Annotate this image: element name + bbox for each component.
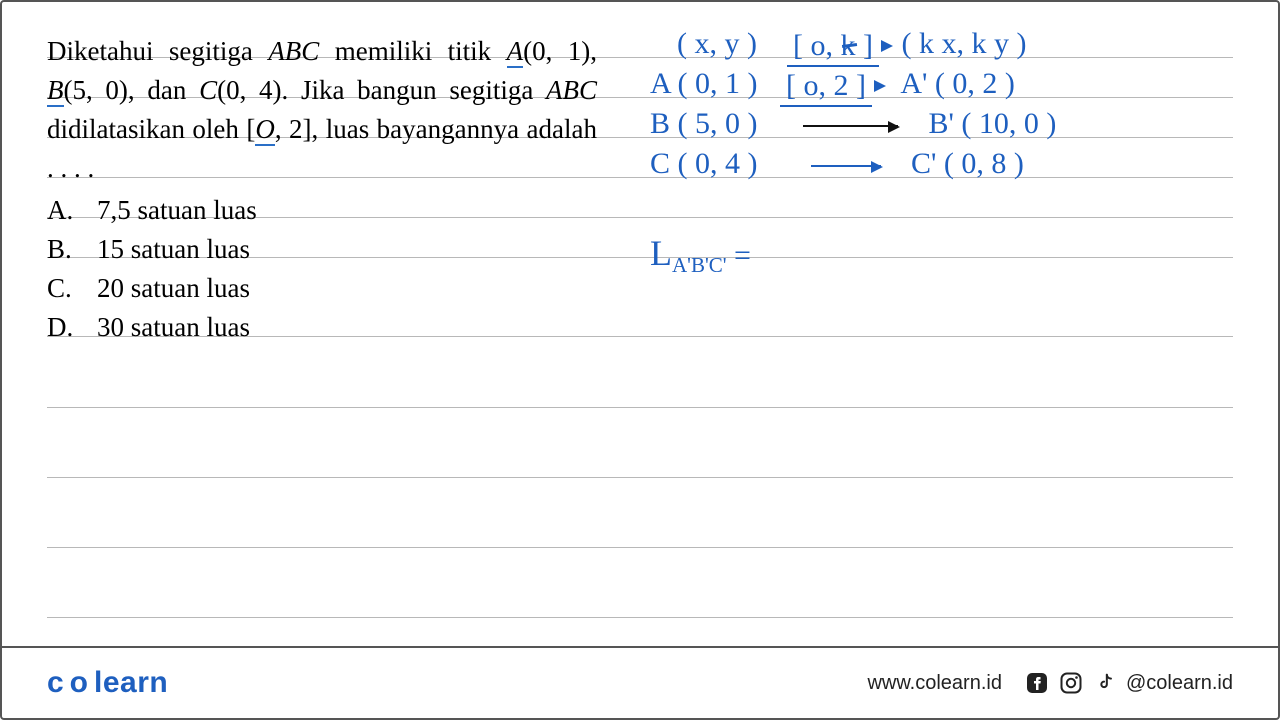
handwriting-row-3: B ( 5, 0 ) B' ( 10, 0 ) xyxy=(650,104,1056,143)
footer-right: www.colearn.id @colearn.id xyxy=(867,670,1233,696)
q-o: O xyxy=(255,114,275,146)
handwriting-row-1: ( x, y ) [ o, k ] ( k x, k y ) xyxy=(677,24,1026,67)
q-text: (0, 4). Jika bangun xyxy=(217,75,437,105)
handwriting-row-4: C ( 0, 4 ) C' ( 0, 8 ) xyxy=(650,144,1024,183)
question-text: Diketahui segitiga ABC memiliki titik A(… xyxy=(47,32,597,189)
option-letter: B. xyxy=(47,230,97,269)
option-text: 30 satuan luas xyxy=(97,308,250,347)
handwriting-row-5: LA'B'C' = xyxy=(650,230,751,279)
footer-handle: @colearn.id xyxy=(1126,672,1233,695)
hw-c: C ( 0, 4 ) xyxy=(650,147,758,180)
q-point-a: A xyxy=(507,36,524,68)
answer-options: A. 7,5 satuan luas B. 15 satuan luas C. … xyxy=(47,191,1233,348)
option-text: 20 satuan luas xyxy=(97,269,250,308)
rule-line xyxy=(47,477,1233,478)
logo-co: co xyxy=(47,666,94,699)
q-text: Diketahui segitiga xyxy=(47,36,268,66)
instagram-icon xyxy=(1058,670,1084,696)
hw-xy: ( x, y ) xyxy=(677,27,757,60)
option-c: C. 20 satuan luas xyxy=(47,269,1233,308)
brand-logo: colearn xyxy=(47,666,168,700)
option-b: B. 15 satuan luas xyxy=(47,230,1233,269)
handwriting-row-2: A ( 0, 1 ) [ o, 2 ] A' ( 0, 2 ) xyxy=(650,64,1015,107)
footer-url: www.colearn.id xyxy=(867,672,1002,695)
option-letter: D. xyxy=(47,308,97,347)
footer-bar: colearn www.colearn.id @colearn.id xyxy=(2,646,1278,718)
q-text: , 2], luas xyxy=(275,114,369,144)
q-text: didilatasikan oleh [ xyxy=(47,114,255,144)
option-text: 7,5 satuan luas xyxy=(97,191,257,230)
hw-strike: k xyxy=(840,29,855,62)
hw-kxky: ( k x, k y ) xyxy=(901,27,1026,60)
option-text: 15 satuan luas xyxy=(97,230,250,269)
hw-bprime: B' ( 10, 0 ) xyxy=(929,107,1057,140)
q-point-b: B xyxy=(47,75,64,107)
hw-cprime: C' ( 0, 8 ) xyxy=(911,147,1024,180)
hw-a: A ( 0, 1 ) xyxy=(650,67,758,100)
arrow-icon xyxy=(811,165,881,167)
hw-aprime: A' ( 0, 2 ) xyxy=(900,67,1015,100)
rule-line xyxy=(47,407,1233,408)
hw-dilate: [ o, 2 ] xyxy=(780,66,872,107)
social-block: @colearn.id xyxy=(1024,670,1233,696)
hw-sub: A'B'C' xyxy=(672,253,727,277)
tiktok-icon xyxy=(1092,670,1118,696)
page-frame: Diketahui segitiga ABC memiliki titik A(… xyxy=(0,0,1280,720)
arrow-icon xyxy=(803,125,898,127)
option-letter: C. xyxy=(47,269,97,308)
q-text: (5, 0), dan xyxy=(64,75,200,105)
rule-line xyxy=(47,547,1233,548)
q-point-c: C xyxy=(199,75,217,105)
q-abc: ABC xyxy=(268,36,319,66)
q-text: memiliki titik xyxy=(319,36,491,66)
hw-b: B ( 5, 0 ) xyxy=(650,107,758,140)
option-a: A. 7,5 satuan luas xyxy=(47,191,1233,230)
q-text: (0, 1), xyxy=(523,36,597,66)
option-d: D. 30 satuan luas xyxy=(47,308,1233,347)
hw-L: L xyxy=(650,233,672,273)
logo-learn: learn xyxy=(94,666,168,699)
q-text: segitiga xyxy=(449,75,546,105)
content-area: Diketahui segitiga ABC memiliki titik A(… xyxy=(47,32,1233,347)
rule-line xyxy=(47,617,1233,618)
q-abc: ABC xyxy=(546,75,597,105)
option-letter: A. xyxy=(47,191,97,230)
hw-eq: = xyxy=(727,239,751,272)
facebook-icon xyxy=(1024,670,1050,696)
